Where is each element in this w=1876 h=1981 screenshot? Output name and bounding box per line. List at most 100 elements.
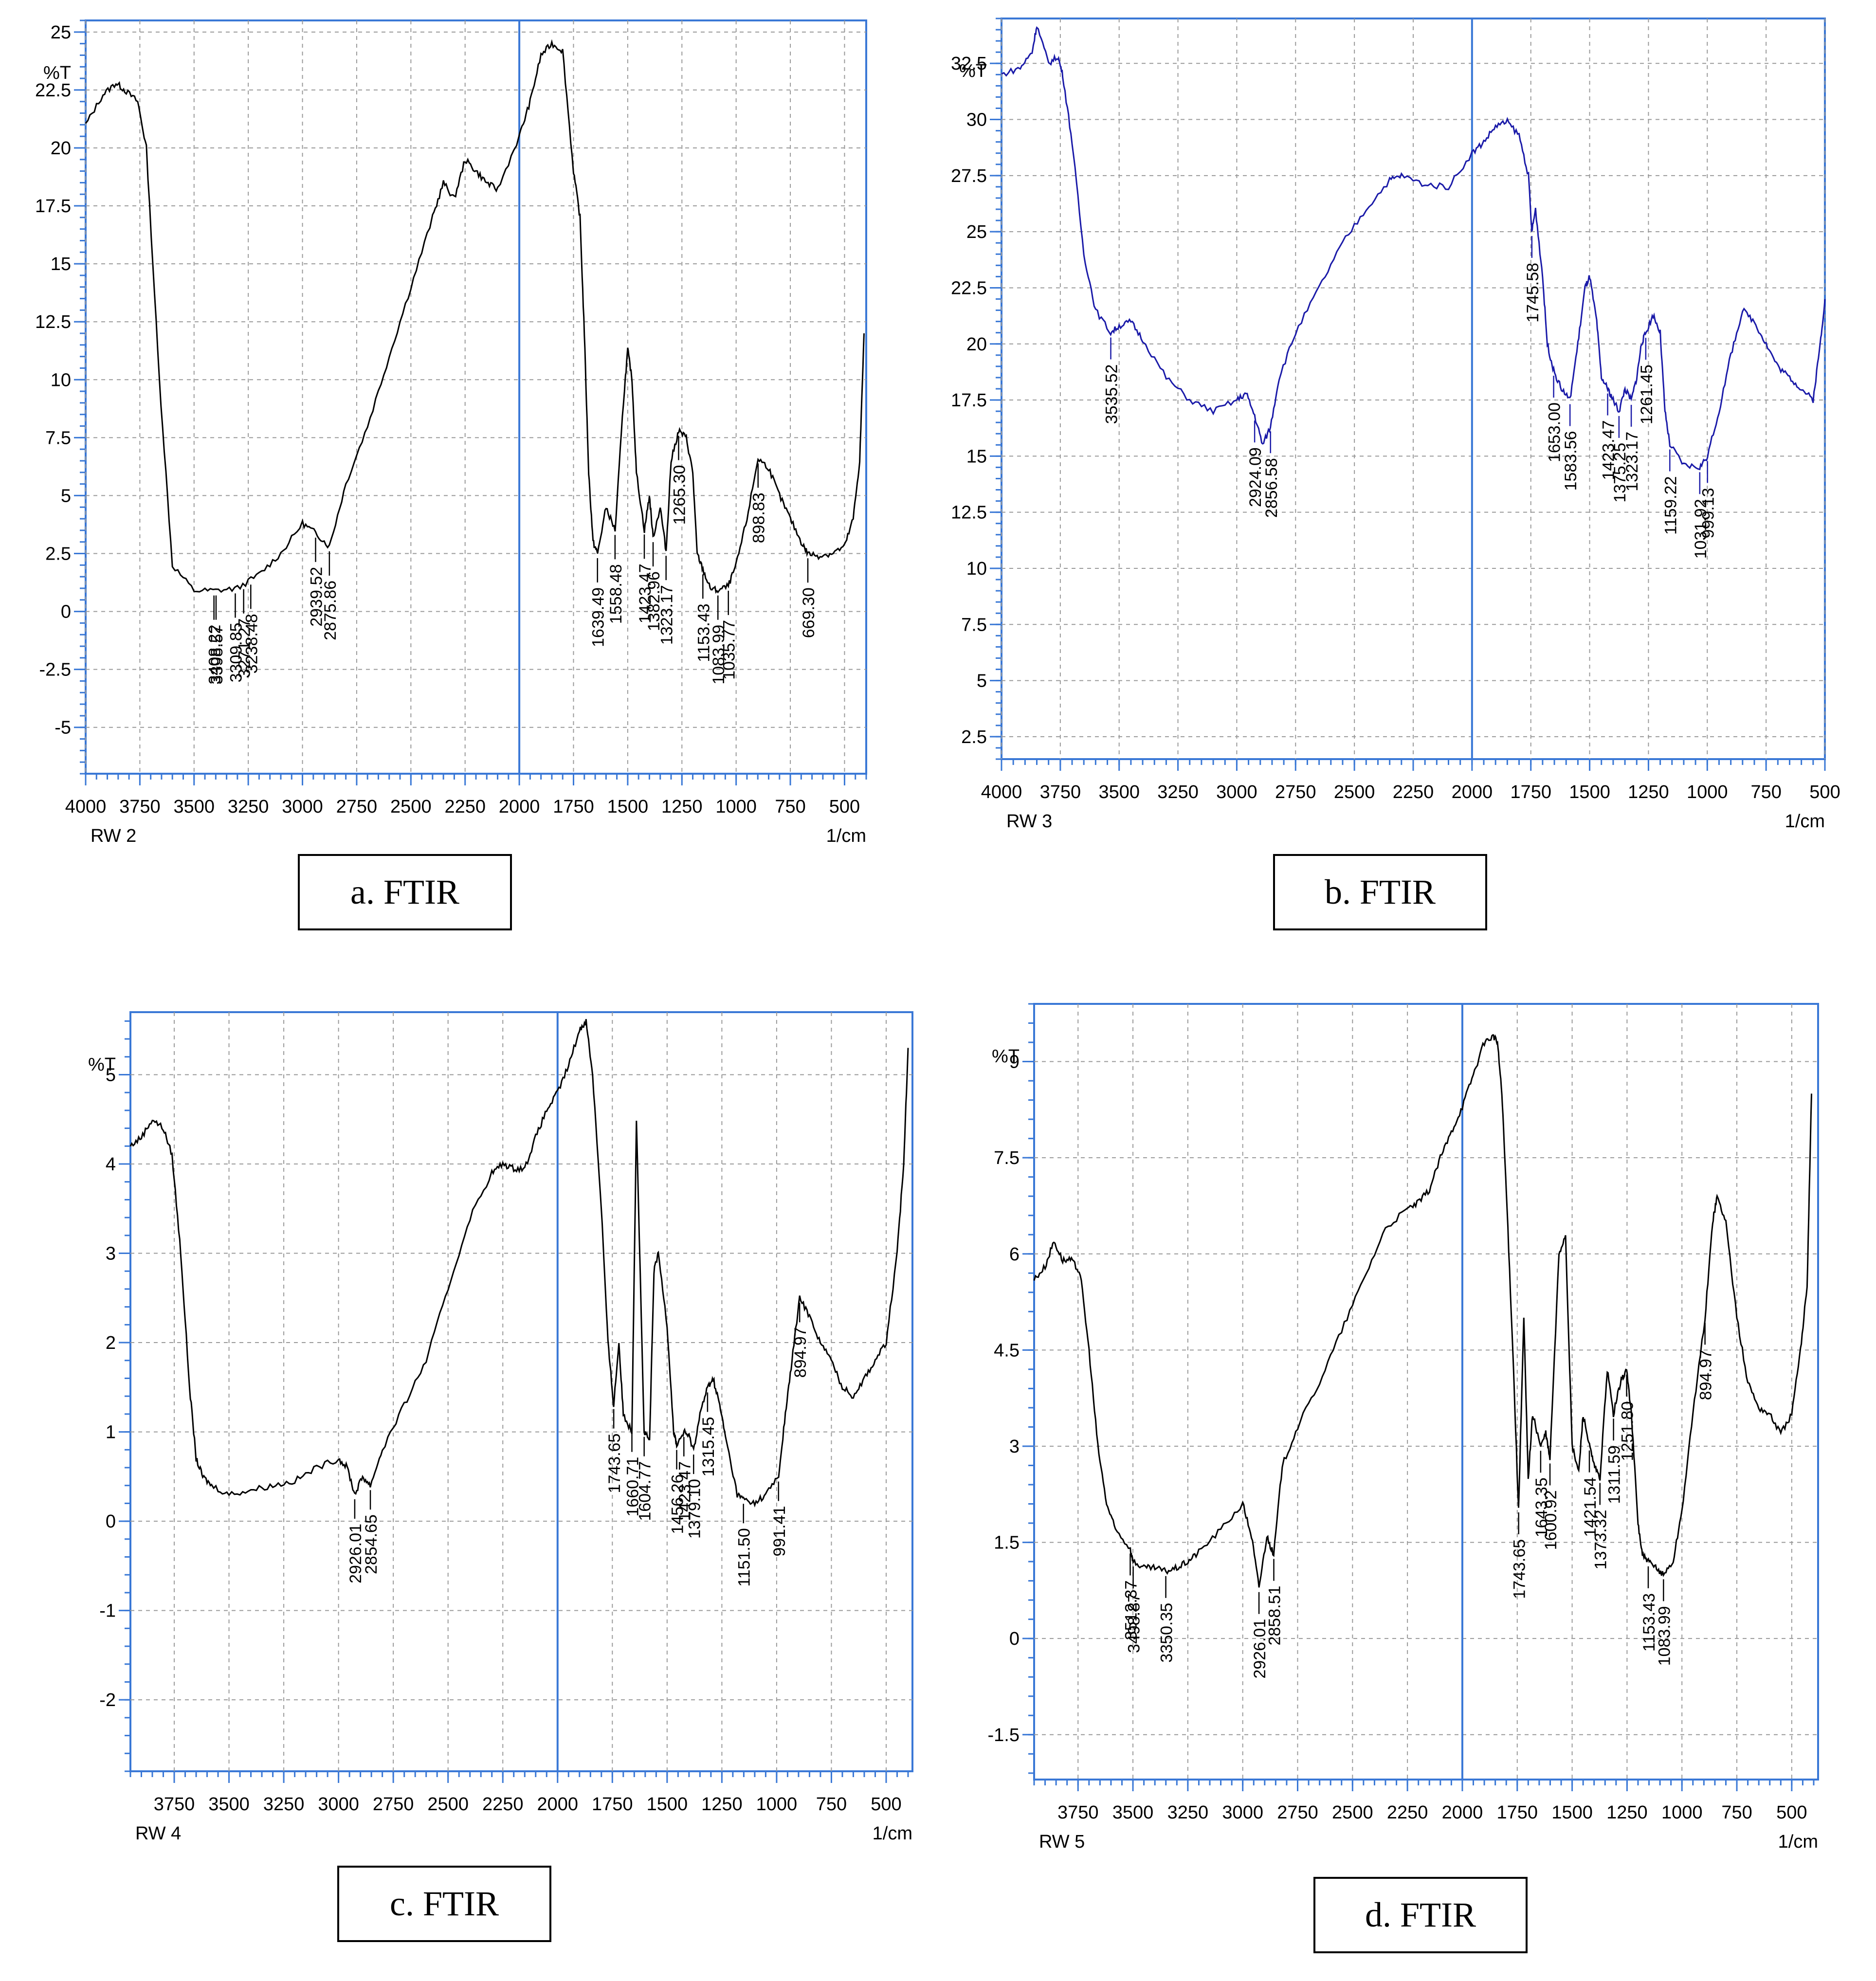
x-tick-label: 1500 — [1569, 782, 1610, 802]
x-axis: 4000 3750 3500 3250 3000 2750 2500 2250 2000 1750… — [981, 18, 1840, 802]
x-tick-label: 3000 — [318, 1794, 359, 1815]
peak-label: 898.83 — [750, 492, 768, 543]
peak-label: 1743.65 — [605, 1434, 624, 1493]
x-tick-label: 2250 — [1387, 1802, 1428, 1823]
peak-label: 1323.17 — [658, 585, 676, 645]
peak-label: 1261.45 — [1638, 364, 1656, 424]
x-tick-label: 1250 — [661, 797, 703, 817]
peak-label: 1743.65 — [1511, 1539, 1529, 1599]
x-tick-label: 4000 — [65, 797, 107, 817]
x-tick-label: 500 — [871, 1794, 901, 1815]
sample-label: RW 5 — [1039, 1832, 1085, 1852]
peak-label: 1153.43 — [694, 603, 713, 662]
peak-label: 1031.92 — [1692, 499, 1710, 559]
y-tick-label: 27.5 — [951, 166, 987, 186]
peak-label: 1423.47 — [1600, 420, 1618, 480]
peak-label: 1600.92 — [1542, 1490, 1560, 1550]
peak-label: 894.97 — [791, 1327, 810, 1378]
peak-label: 3309.85 — [227, 622, 246, 682]
x-tick-label: 500 — [1809, 782, 1840, 802]
peak-label: 1375.25 — [1611, 443, 1629, 503]
peak-label: 3512.37 — [1122, 1581, 1140, 1640]
x-tick-label: 3250 — [1167, 1802, 1209, 1823]
x-tick-label: 1750 — [592, 1794, 633, 1815]
peak-label: 1456.26 — [669, 1474, 687, 1534]
sample-label: RW 4 — [135, 1823, 181, 1844]
peak-label: 2856.58 — [1262, 458, 1281, 518]
x-tick-label: 1500 — [647, 1794, 688, 1815]
y-tick-label: 17.5 — [35, 196, 71, 217]
plot-frame — [129, 1011, 913, 1772]
x-tick-label: 750 — [775, 797, 805, 817]
x-tick-label: 2250 — [444, 797, 486, 817]
y-tick-label: 20 — [51, 138, 71, 159]
peak-label: 1323.17 — [1623, 432, 1641, 491]
y-tick-label: 32.5 — [951, 54, 987, 74]
x-axis-label: 1/cm — [826, 826, 866, 846]
y-tick-label: -2.5 — [39, 660, 71, 680]
y-tick-label: 10 — [51, 370, 71, 390]
plot-frame — [1033, 1003, 1819, 1781]
peak-label: 1251.80 — [1619, 1401, 1637, 1461]
y-tick-label: 5 — [106, 1065, 116, 1085]
y-axis: 5 4 3 2 1 0 -1 -2 — [99, 1065, 912, 1710]
y-axis-label: %T — [88, 1054, 116, 1075]
peak-label: 1558.48 — [607, 564, 625, 624]
peak-label: 999.13 — [1699, 488, 1718, 538]
peak-label: 1151.50 — [735, 1528, 754, 1586]
x-tick-label: 3250 — [1157, 782, 1199, 802]
x-tick-label: 2500 — [427, 1794, 469, 1815]
x-tick-label: 1250 — [1628, 782, 1669, 802]
sample-label: RW 3 — [1006, 811, 1052, 832]
x-tick-label: 1000 — [756, 1794, 798, 1815]
caption-d: d. FTIR — [1313, 1877, 1528, 1953]
y-tick-label: 7.5 — [961, 615, 987, 635]
y-tick-label: 20 — [966, 334, 987, 355]
x-tick-label: 3500 — [174, 797, 215, 817]
y-tick-label: 25 — [966, 222, 987, 242]
peak-label: 3398.57 — [208, 625, 226, 685]
y-tick-label: 2.5 — [45, 544, 71, 564]
x-tick-label: 3000 — [1216, 782, 1257, 802]
peak-label: 3498.87 — [1125, 1593, 1144, 1653]
peak-label: 1315.45 — [699, 1417, 718, 1477]
spectrum-line — [1001, 26, 1826, 471]
x-tick-label: 500 — [829, 797, 860, 817]
x-tick-label: 4000 — [981, 782, 1022, 802]
ftir-panel-c: 3750 3500 3250 3000 2750 2500 2250 2000 1750 1500… — [88, 1011, 913, 1844]
x-tick-label: 3750 — [154, 1794, 195, 1815]
y-tick-label: 2.5 — [961, 727, 987, 747]
x-tick-label: 1500 — [1551, 1802, 1593, 1823]
x-tick-label: 1000 — [1687, 782, 1728, 802]
x-tick-label: 500 — [1776, 1802, 1807, 1823]
x-axis-label: 1/cm — [873, 1823, 912, 1844]
x-tick-label: 3000 — [1222, 1802, 1263, 1823]
x-tick-label: 3750 — [1057, 1802, 1099, 1823]
x-tick-label: 2000 — [499, 797, 540, 817]
y-axis: 32.5 30 27.5 25 22.5 20 17.5 15 12.5 10 7.5 5 2.5 — [951, 54, 1825, 747]
y-tick-label: 12.5 — [951, 503, 987, 523]
y-tick-label: 7.5 — [45, 428, 71, 448]
peak-label: 2939.52 — [308, 567, 326, 627]
peak-label: 3238.48 — [242, 614, 261, 673]
x-tick-label: 3750 — [119, 797, 161, 817]
x-tick-label: 2750 — [336, 797, 378, 817]
y-tick-label: 0 — [106, 1511, 116, 1532]
ftir-panel-d: 3750 3500 3250 3000 2750 2500 2250 2000 1750 1500… — [988, 1003, 1819, 1852]
y-tick-label: 2 — [106, 1333, 116, 1353]
x-tick-label: 3000 — [282, 797, 323, 817]
ftir-panel-a: 4000 3750 3500 3250 3000 2750 2500 2250 2000 1750… — [35, 19, 867, 846]
peak-label: 1311.59 — [1605, 1445, 1624, 1504]
y-axis: 9 7.5 6 4.5 3 1.5 0 -1.5 — [988, 1052, 1818, 1745]
y-tick-label: 12.5 — [35, 312, 71, 332]
y-tick-label: 6 — [1009, 1244, 1020, 1265]
peak-label: 1639.49 — [589, 587, 608, 647]
x-tick-label: 3250 — [263, 1794, 305, 1815]
peak-label: 1083.99 — [1655, 1606, 1674, 1666]
y-tick-label: 10 — [966, 559, 987, 579]
y-tick-label: 9 — [1009, 1052, 1020, 1072]
y-tick-label: 4 — [106, 1154, 116, 1175]
y-tick-label: 0 — [61, 602, 71, 622]
